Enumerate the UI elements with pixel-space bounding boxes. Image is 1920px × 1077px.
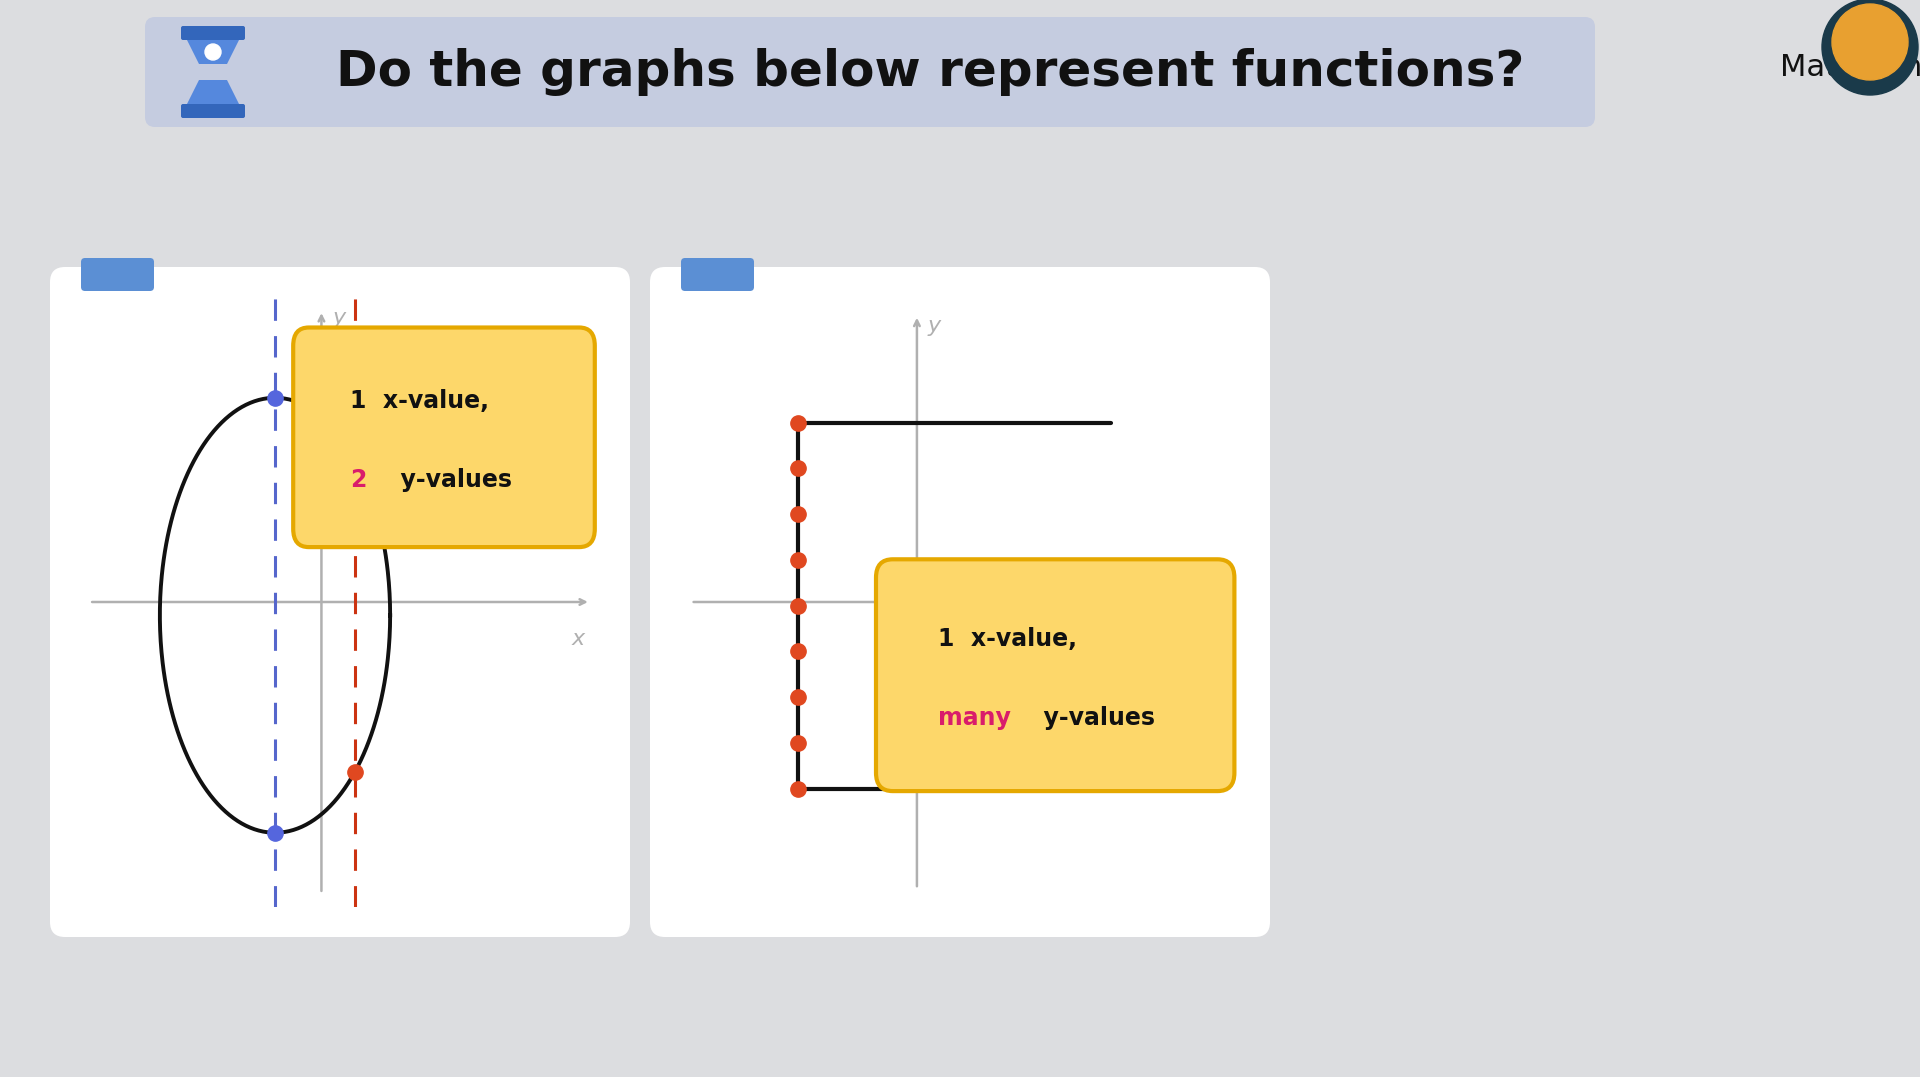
Text: y: y xyxy=(332,308,346,328)
Polygon shape xyxy=(920,384,950,412)
Text: No!: No! xyxy=(920,330,1000,372)
Ellipse shape xyxy=(891,467,1029,647)
Polygon shape xyxy=(985,362,1025,397)
Ellipse shape xyxy=(1014,470,1066,564)
FancyBboxPatch shape xyxy=(180,26,246,40)
Ellipse shape xyxy=(854,470,906,564)
Text: x: x xyxy=(570,629,584,648)
Text: many: many xyxy=(937,705,1010,730)
Text: 1  x-value,: 1 x-value, xyxy=(937,627,1077,651)
FancyBboxPatch shape xyxy=(651,267,1269,937)
FancyBboxPatch shape xyxy=(682,258,755,291)
Text: x: x xyxy=(1208,627,1221,647)
Ellipse shape xyxy=(929,439,947,451)
FancyBboxPatch shape xyxy=(294,327,595,547)
Ellipse shape xyxy=(912,640,947,695)
Text: y-values: y-values xyxy=(1027,705,1156,730)
Circle shape xyxy=(1822,0,1918,95)
Ellipse shape xyxy=(973,439,991,451)
Circle shape xyxy=(1832,4,1908,80)
Text: y-values: y-values xyxy=(384,468,513,492)
FancyBboxPatch shape xyxy=(50,267,630,937)
Text: 1  x-value,: 1 x-value, xyxy=(351,389,490,412)
Polygon shape xyxy=(184,80,242,108)
Text: 2: 2 xyxy=(351,468,367,492)
Ellipse shape xyxy=(916,415,1004,495)
Ellipse shape xyxy=(973,640,1008,695)
Circle shape xyxy=(954,457,966,467)
FancyBboxPatch shape xyxy=(870,303,1050,398)
FancyBboxPatch shape xyxy=(81,258,154,291)
Circle shape xyxy=(205,44,221,60)
Text: Do the graphs below represent functions?: Do the graphs below represent functions? xyxy=(336,48,1524,96)
Text: Maths Angel: Maths Angel xyxy=(1780,53,1920,82)
Circle shape xyxy=(887,375,1033,519)
Polygon shape xyxy=(184,36,242,64)
Polygon shape xyxy=(895,362,935,397)
FancyBboxPatch shape xyxy=(876,559,1235,792)
FancyBboxPatch shape xyxy=(180,104,246,118)
FancyBboxPatch shape xyxy=(146,17,1596,127)
Text: y: y xyxy=(927,316,941,336)
Ellipse shape xyxy=(900,691,1020,713)
